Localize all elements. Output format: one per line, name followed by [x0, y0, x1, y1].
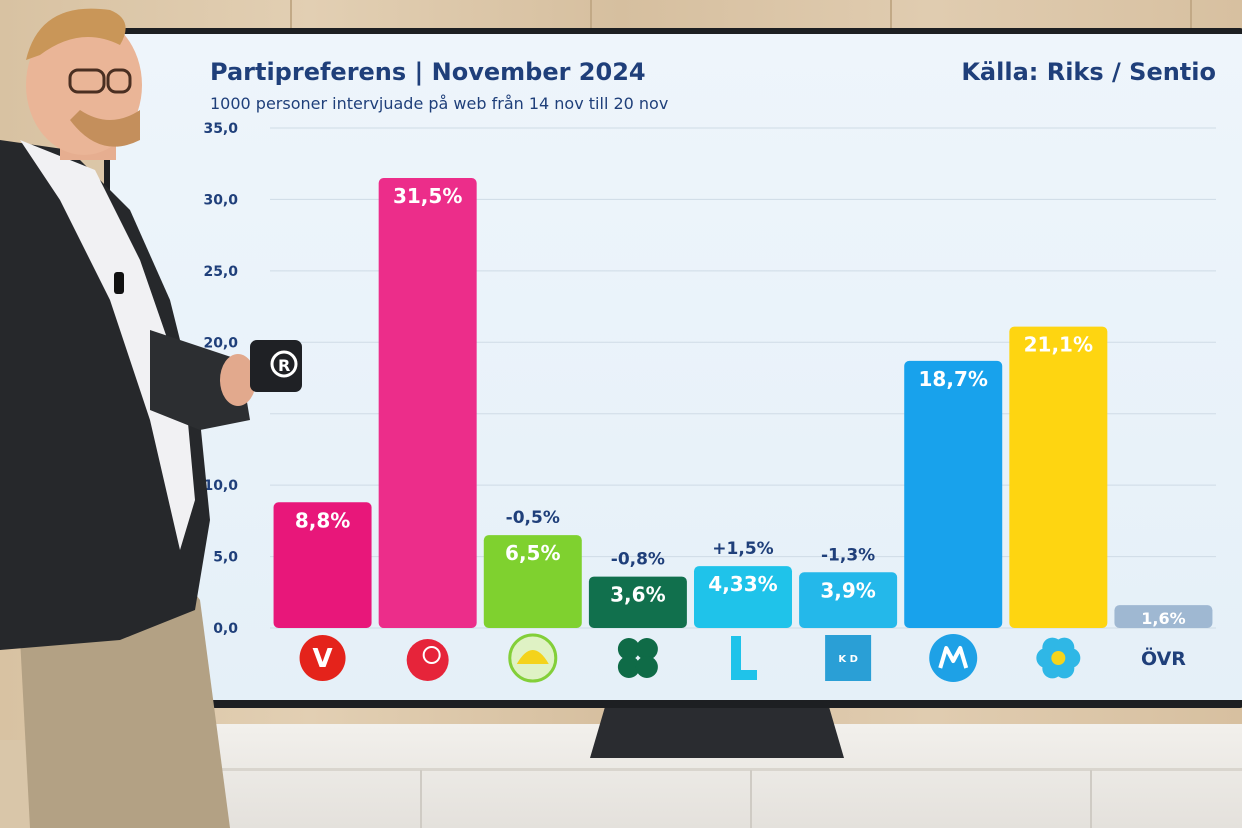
mug-logo: R [278, 356, 290, 375]
bar [904, 360, 1003, 628]
v-logo-letter: V [312, 644, 332, 674]
rose-petal [422, 646, 441, 664]
wall-panel-seam [290, 0, 292, 30]
presenter-glasses [68, 68, 106, 94]
data-label: 6,5% [505, 541, 560, 565]
data-label: 31,5% [393, 184, 462, 208]
data-label: 3,9% [820, 578, 875, 602]
presenter-jacket [0, 140, 210, 650]
presenter-arm [150, 330, 250, 430]
kd-logo-letters: K D [838, 654, 858, 665]
wall-panel-seam [1190, 0, 1192, 30]
bar [483, 535, 582, 628]
mug-logo-ring [270, 350, 298, 378]
m-logo-mark [938, 646, 969, 669]
s-rose-logo [406, 639, 449, 681]
y-tick-label: 35,0 [203, 121, 238, 137]
y-tick-label: 20,0 [203, 335, 238, 351]
ovr-label: ÖVR [1141, 646, 1186, 670]
mug [250, 340, 302, 392]
c-clover-logo [617, 656, 640, 678]
bar [1114, 605, 1213, 628]
wall-panel-seam [590, 0, 592, 30]
data-label: 21,1% [1024, 333, 1093, 357]
presenter-hair [26, 8, 126, 60]
bar [799, 572, 898, 628]
presenter-glasses [106, 68, 132, 94]
cabinet-door-gap [750, 770, 752, 828]
chart-source: Källa: Riks / Sentio [961, 58, 1216, 86]
bar [588, 576, 687, 628]
change-label: -0,8% [611, 550, 665, 570]
bar-chart: 0,05,010,015,020,025,030,035,08,8%V31,5%… [203, 121, 1216, 683]
l-logo [731, 636, 757, 680]
cabinet-door-gap [420, 770, 422, 828]
y-tick-label: 10,0 [203, 478, 238, 494]
v-logo [299, 635, 346, 681]
y-tick-label: 5,0 [213, 550, 238, 566]
c-clover-logo [635, 638, 658, 660]
y-tick-label: 25,0 [203, 264, 238, 280]
y-tick-label: 30,0 [203, 192, 238, 208]
data-label: 3,6% [610, 583, 665, 607]
change-label: -1,3% [821, 545, 875, 565]
lapel-microphone [114, 272, 124, 294]
chart-subtitle: 1000 personer intervjuade på web från 14… [210, 94, 669, 113]
presenter: R [0, 8, 302, 828]
data-label: 4,33% [708, 572, 777, 596]
bar [1009, 326, 1108, 628]
tv-stand [590, 706, 844, 758]
presenter-hand [220, 354, 256, 406]
change-label: +1,5% [712, 539, 773, 559]
sd-flower-center [1051, 651, 1066, 665]
bar [378, 178, 477, 628]
c-clover-logo [635, 656, 658, 678]
change-label: -0,5% [506, 508, 560, 528]
bar [694, 566, 792, 628]
c-clover-logo [617, 638, 640, 660]
bar [273, 502, 372, 628]
kd-logo [825, 635, 872, 681]
wall-panel-seam [890, 0, 892, 30]
mp-sun [516, 650, 549, 664]
data-label: 8,8% [295, 508, 350, 532]
cabinet-top-edge [190, 768, 1242, 771]
data-label: 1,6% [1141, 609, 1185, 628]
chart-title: Partipreferens | November 2024 [210, 58, 646, 86]
cabinet-door-gap [1090, 770, 1092, 828]
presenter-beard [70, 110, 140, 147]
y-tick-label: 0,0 [213, 621, 238, 637]
data-label: 18,7% [919, 367, 988, 391]
